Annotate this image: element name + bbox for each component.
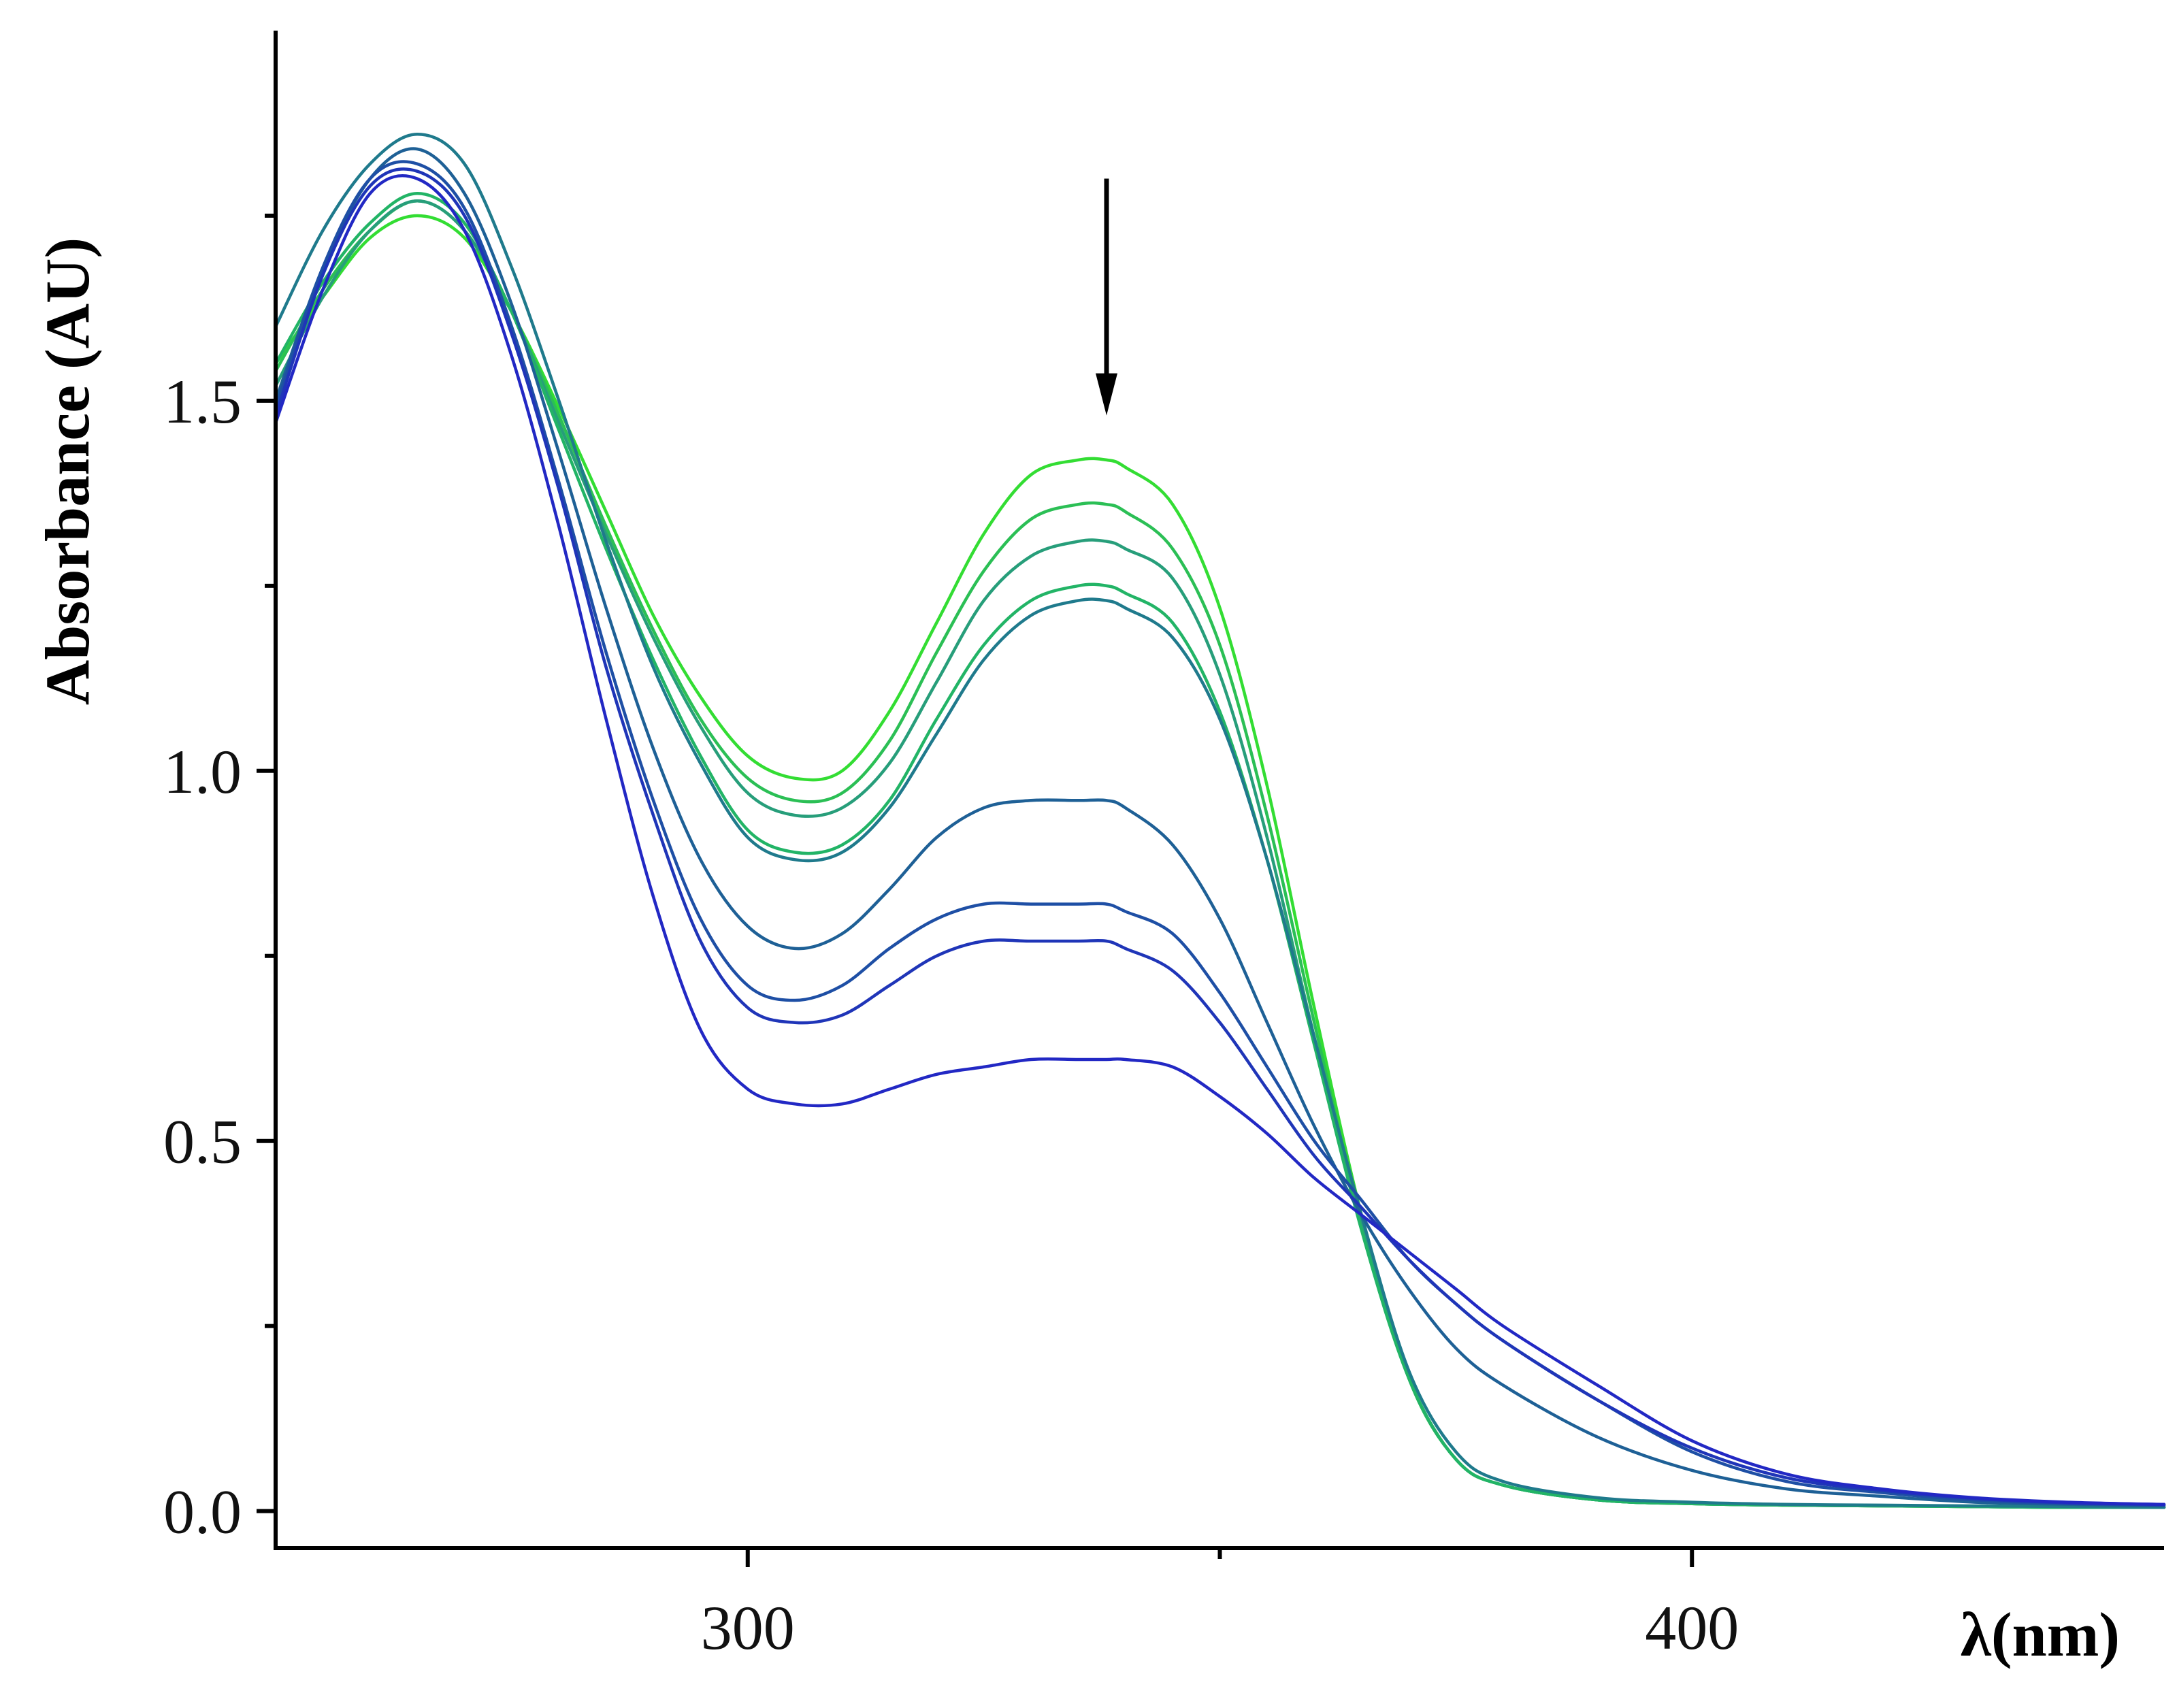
x-axis-title: λ(nm): [1961, 1600, 2120, 1669]
annotation-layer: [1096, 178, 1117, 416]
x-tick-label: 300: [701, 1593, 795, 1662]
y-tick-label: 0.0: [163, 1477, 242, 1547]
series-line-t9: [274, 174, 2166, 1507]
series-line-t8: [274, 167, 2166, 1507]
y-tick-label: 1.5: [163, 367, 242, 436]
series-layer: [274, 133, 2166, 1509]
series-line-t1: [274, 214, 2166, 1509]
series-line-t6: [274, 147, 2166, 1508]
series-line-t5: [274, 133, 2166, 1509]
y-axis-title: Absorbance (AU): [33, 237, 102, 705]
ticks-layer: [257, 213, 1695, 1567]
y-tick-label: 1.0: [163, 737, 242, 806]
x-tick-label: 400: [1645, 1593, 1739, 1662]
labels-layer: 0.0 0.5 1.0 1.5 300 400: [163, 367, 1739, 1662]
arrow-head: [1096, 373, 1117, 416]
series-line-t4: [274, 192, 2166, 1509]
y-tick-label: 0.5: [163, 1107, 242, 1177]
series-line-t7: [274, 160, 2166, 1507]
axes-layer: [274, 31, 2164, 1550]
